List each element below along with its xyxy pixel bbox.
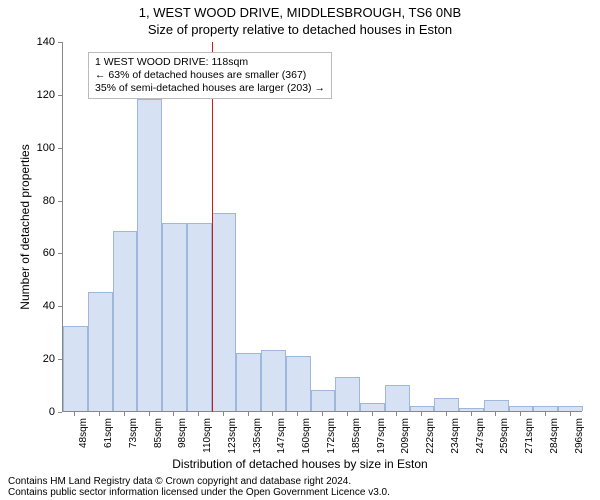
xtick-label: 85sqm — [153, 418, 164, 448]
ytick-mark — [58, 148, 62, 149]
xtick-label: 284sqm — [549, 418, 560, 454]
footer-line2: Contains public sector information licen… — [8, 487, 600, 498]
xtick-mark — [74, 412, 75, 416]
ytick-label: 60 — [25, 247, 55, 259]
histogram-bar — [533, 406, 558, 411]
xtick-label: 135sqm — [252, 418, 263, 454]
histogram-bar — [410, 406, 435, 411]
xtick-mark — [297, 412, 298, 416]
histogram-bar — [286, 356, 311, 412]
xtick-label: 172sqm — [326, 418, 337, 454]
ytick-mark — [58, 253, 62, 254]
histogram-bar — [261, 350, 286, 411]
histogram-bar — [335, 377, 360, 411]
ytick-label: 40 — [25, 300, 55, 312]
ytick-label: 140 — [25, 36, 55, 48]
xtick-mark — [421, 412, 422, 416]
xtick-label: 110sqm — [202, 418, 213, 453]
histogram-bar — [88, 292, 113, 411]
xtick-label: 160sqm — [301, 418, 312, 454]
xtick-mark — [446, 412, 447, 416]
ytick-label: 80 — [25, 195, 55, 207]
annotation-line1: 1 WEST WOOD DRIVE: 118sqm — [95, 56, 325, 69]
xtick-mark — [99, 412, 100, 416]
annotation-line3: 35% of semi-detached houses are larger (… — [95, 82, 325, 95]
histogram-bar — [558, 406, 583, 411]
histogram-bar — [360, 403, 385, 411]
ytick-mark — [58, 412, 62, 413]
xtick-label: 247sqm — [475, 418, 486, 454]
xtick-mark — [173, 412, 174, 416]
xtick-mark — [322, 412, 323, 416]
xtick-label: 209sqm — [400, 418, 411, 454]
histogram-bar — [311, 390, 336, 411]
xtick-label: 73sqm — [128, 418, 139, 448]
histogram-bar — [459, 408, 484, 411]
xtick-mark — [570, 412, 571, 416]
histogram-bar — [137, 99, 162, 411]
ytick-mark — [58, 359, 62, 360]
ytick-mark — [58, 201, 62, 202]
xtick-mark — [372, 412, 373, 416]
xtick-mark — [347, 412, 348, 416]
xtick-label: 296sqm — [574, 418, 585, 454]
xtick-label: 234sqm — [450, 418, 461, 454]
xtick-label: 185sqm — [351, 418, 362, 454]
histogram-bar — [509, 406, 534, 411]
histogram-bar — [187, 223, 212, 411]
ytick-label: 0 — [25, 406, 55, 418]
xtick-label: 271sqm — [524, 418, 535, 454]
histogram-bar — [236, 353, 261, 411]
xtick-mark — [545, 412, 546, 416]
chart-title-line2: Size of property relative to detached ho… — [0, 22, 600, 37]
histogram-bar — [212, 213, 237, 411]
xtick-label: 259sqm — [499, 418, 510, 454]
histogram-bar — [113, 231, 138, 411]
ytick-label: 120 — [25, 89, 55, 101]
xtick-mark — [149, 412, 150, 416]
chart-title-line1: 1, WEST WOOD DRIVE, MIDDLESBROUGH, TS6 0… — [0, 5, 600, 20]
x-axis-label: Distribution of detached houses by size … — [0, 457, 600, 471]
xtick-mark — [124, 412, 125, 416]
histogram-bar — [484, 400, 509, 411]
histogram-bar — [162, 223, 187, 411]
footer-line1: Contains HM Land Registry data © Crown c… — [8, 476, 600, 487]
xtick-label: 222sqm — [425, 418, 436, 454]
xtick-label: 123sqm — [227, 418, 238, 454]
y-axis-label: Number of detached properties — [18, 144, 32, 309]
ytick-label: 100 — [25, 142, 55, 154]
ytick-label: 20 — [25, 353, 55, 365]
xtick-label: 48sqm — [78, 418, 89, 448]
annotation-line2: ← 63% of detached houses are smaller (36… — [95, 69, 325, 82]
xtick-mark — [520, 412, 521, 416]
xtick-label: 197sqm — [376, 418, 387, 454]
xtick-label: 98sqm — [177, 418, 188, 448]
xtick-label: 61sqm — [103, 418, 114, 448]
xtick-mark — [272, 412, 273, 416]
xtick-mark — [495, 412, 496, 416]
footer-attribution: Contains HM Land Registry data © Crown c… — [8, 476, 600, 498]
xtick-mark — [248, 412, 249, 416]
xtick-mark — [396, 412, 397, 416]
xtick-label: 147sqm — [276, 418, 287, 454]
histogram-bar — [385, 385, 410, 411]
annotation-box: 1 WEST WOOD DRIVE: 118sqm ← 63% of detac… — [88, 52, 332, 99]
xtick-mark — [223, 412, 224, 416]
xtick-mark — [198, 412, 199, 416]
xtick-mark — [471, 412, 472, 416]
histogram-bar — [63, 326, 88, 411]
ytick-mark — [58, 306, 62, 307]
ytick-mark — [58, 95, 62, 96]
ytick-mark — [58, 42, 62, 43]
histogram-bar — [434, 398, 459, 411]
